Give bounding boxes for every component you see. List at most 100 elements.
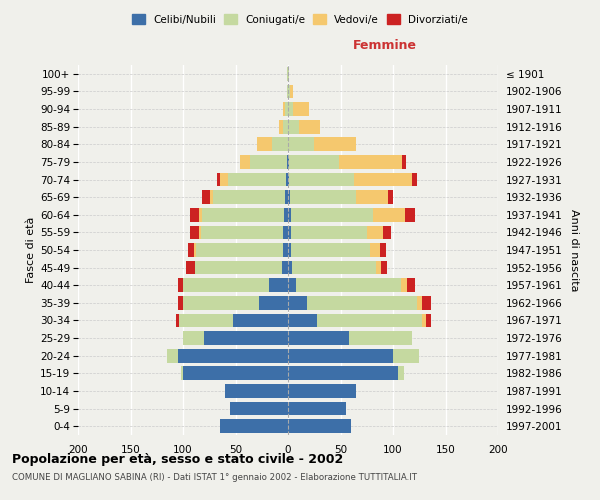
Bar	[181, 366, 183, 380]
Text: COMUNE DI MAGLIANO SABINA (RI) - Dati ISTAT 1° gennaio 2002 - Elaborazione TUTTI: COMUNE DI MAGLIANO SABINA (RI) - Dati IS…	[12, 472, 417, 482]
Bar	[259, 296, 288, 310]
Bar	[284, 208, 288, 222]
Bar	[285, 102, 288, 116]
Bar	[186, 260, 194, 274]
Bar	[199, 208, 202, 222]
Bar	[214, 190, 285, 204]
Bar	[257, 138, 272, 151]
Bar	[289, 155, 340, 169]
Bar	[288, 243, 291, 257]
Bar	[196, 243, 283, 257]
Bar	[188, 243, 193, 257]
Bar	[367, 226, 383, 239]
Bar	[401, 278, 407, 292]
Y-axis label: Fasce di età: Fasce di età	[26, 217, 36, 283]
Bar	[204, 331, 288, 345]
Bar	[194, 260, 282, 274]
Bar	[183, 331, 204, 345]
Bar	[288, 190, 290, 204]
Bar	[190, 226, 199, 239]
Bar	[314, 138, 356, 151]
Bar	[199, 226, 201, 239]
Bar	[250, 155, 287, 169]
Bar	[288, 278, 296, 292]
Bar	[217, 172, 220, 186]
Bar	[422, 296, 431, 310]
Bar	[193, 243, 196, 257]
Bar	[287, 155, 288, 169]
Bar	[178, 278, 183, 292]
Bar	[283, 102, 285, 116]
Bar	[388, 190, 393, 204]
Y-axis label: Anni di nascita: Anni di nascita	[569, 209, 579, 291]
Bar	[183, 366, 288, 380]
Bar	[178, 349, 288, 362]
Bar	[380, 243, 386, 257]
Text: Femmine: Femmine	[353, 39, 416, 52]
Bar	[288, 155, 289, 169]
Bar	[287, 67, 288, 80]
Bar	[370, 243, 380, 257]
Legend: Celibi/Nubili, Coniugati/e, Vedovi/e, Divorziati/e: Celibi/Nubili, Coniugati/e, Vedovi/e, Di…	[128, 10, 472, 29]
Bar	[190, 208, 199, 222]
Bar	[288, 138, 314, 151]
Bar	[340, 155, 403, 169]
Bar	[412, 172, 417, 186]
Bar	[292, 260, 376, 274]
Bar	[230, 402, 288, 415]
Bar	[317, 314, 422, 328]
Bar	[291, 243, 370, 257]
Bar	[291, 226, 367, 239]
Bar	[183, 296, 259, 310]
Bar	[288, 296, 307, 310]
Bar	[417, 296, 422, 310]
Bar	[288, 420, 351, 433]
Bar	[272, 138, 288, 151]
Bar	[288, 349, 393, 362]
Bar	[288, 366, 398, 380]
Bar	[393, 349, 419, 362]
Bar	[285, 190, 288, 204]
Bar	[228, 172, 286, 186]
Bar	[283, 243, 288, 257]
Bar	[288, 102, 293, 116]
Bar	[288, 208, 291, 222]
Bar	[373, 208, 404, 222]
Bar	[278, 120, 283, 134]
Bar	[288, 172, 289, 186]
Bar	[289, 172, 354, 186]
Bar	[282, 260, 288, 274]
Bar	[376, 260, 382, 274]
Bar	[288, 314, 317, 328]
Bar	[220, 420, 288, 433]
Bar	[287, 84, 288, 98]
Bar	[290, 84, 293, 98]
Bar	[293, 102, 309, 116]
Bar	[220, 172, 228, 186]
Bar	[291, 208, 373, 222]
Bar	[425, 314, 431, 328]
Bar	[354, 172, 412, 186]
Bar	[382, 260, 387, 274]
Bar	[398, 366, 404, 380]
Bar	[288, 67, 289, 80]
Bar	[288, 120, 299, 134]
Bar	[356, 190, 388, 204]
Bar	[383, 226, 391, 239]
Bar	[296, 278, 401, 292]
Bar	[288, 260, 292, 274]
Bar	[288, 402, 346, 415]
Bar	[167, 349, 178, 362]
Bar	[202, 190, 210, 204]
Bar	[183, 278, 269, 292]
Bar	[288, 226, 291, 239]
Bar	[307, 296, 417, 310]
Bar	[202, 208, 284, 222]
Bar	[299, 120, 320, 134]
Bar	[201, 226, 283, 239]
Bar	[283, 120, 288, 134]
Bar	[288, 84, 290, 98]
Bar	[290, 190, 356, 204]
Bar	[179, 314, 233, 328]
Bar	[225, 384, 288, 398]
